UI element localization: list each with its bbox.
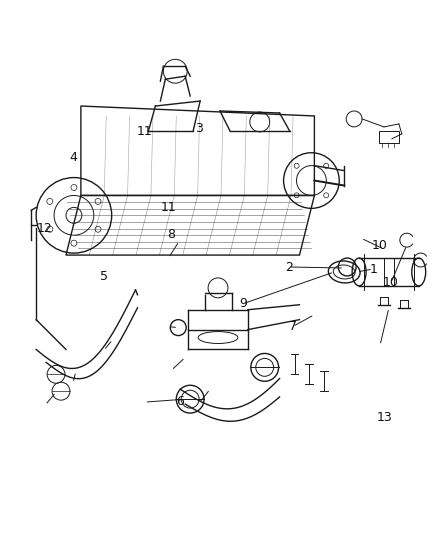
Text: 2: 2 (285, 261, 293, 274)
Text: 6: 6 (176, 395, 184, 408)
Text: 10: 10 (372, 239, 388, 252)
Text: 8: 8 (167, 228, 175, 241)
Text: 4: 4 (69, 151, 77, 164)
Bar (379, 131, 399, 143)
Text: 3: 3 (195, 122, 203, 135)
Text: 11: 11 (137, 125, 153, 138)
Text: 13: 13 (377, 411, 392, 424)
Text: 1: 1 (370, 263, 378, 276)
Text: 11: 11 (161, 201, 177, 214)
Text: 7: 7 (289, 320, 297, 333)
Text: 12: 12 (37, 222, 53, 235)
Text: 5: 5 (100, 270, 108, 282)
Text: 10: 10 (383, 276, 399, 289)
Text: 9: 9 (239, 297, 247, 310)
